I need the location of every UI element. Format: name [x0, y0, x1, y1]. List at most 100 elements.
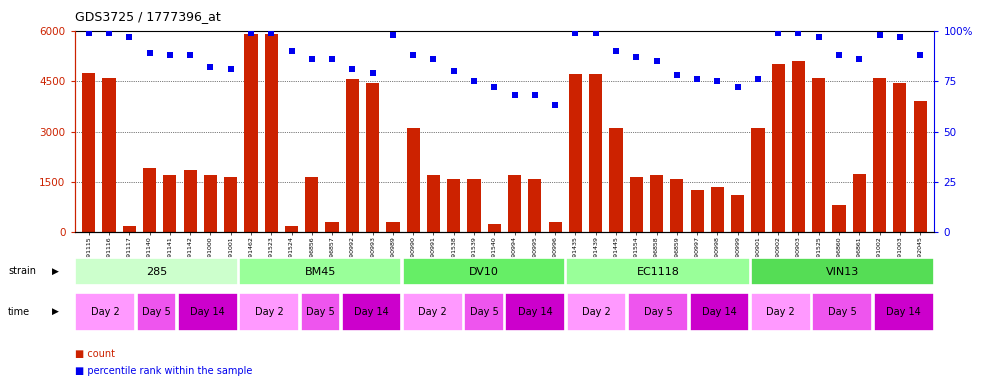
Point	[283, 48, 299, 54]
Bar	[731, 195, 745, 232]
Text: ■ count: ■ count	[75, 349, 114, 359]
Point	[527, 92, 543, 98]
Text: Day 14: Day 14	[887, 307, 921, 317]
Point	[548, 102, 564, 108]
Point	[324, 56, 340, 62]
Bar	[224, 177, 238, 232]
Point	[669, 72, 685, 78]
Point	[365, 70, 381, 76]
Point	[243, 30, 258, 36]
Bar	[750, 293, 811, 331]
Bar	[894, 83, 907, 232]
Bar	[346, 79, 359, 232]
Text: DV10: DV10	[469, 266, 499, 277]
Text: 285: 285	[146, 266, 167, 277]
Bar	[163, 175, 177, 232]
Text: Day 2: Day 2	[418, 307, 447, 317]
Bar	[569, 74, 582, 232]
Bar	[240, 293, 299, 331]
Point	[811, 34, 827, 40]
Bar	[407, 128, 419, 232]
Text: Day 14: Day 14	[354, 307, 389, 317]
Bar	[874, 293, 933, 331]
Point	[710, 78, 726, 84]
Bar	[204, 175, 217, 232]
Point	[406, 52, 421, 58]
Bar	[505, 293, 565, 331]
Bar	[83, 73, 95, 232]
Bar	[567, 293, 626, 331]
Text: EC1118: EC1118	[636, 266, 680, 277]
Point	[263, 30, 279, 36]
Text: Day 2: Day 2	[582, 307, 611, 317]
Bar	[832, 205, 846, 232]
Point	[770, 30, 786, 36]
Text: Day 5: Day 5	[644, 307, 672, 317]
Bar	[589, 74, 602, 232]
Bar	[812, 293, 872, 331]
Point	[182, 52, 198, 58]
Point	[203, 64, 219, 70]
Point	[912, 52, 928, 58]
Text: Day 5: Day 5	[828, 307, 857, 317]
Point	[81, 30, 96, 36]
Point	[892, 34, 908, 40]
Point	[507, 92, 523, 98]
Point	[852, 56, 868, 62]
Point	[628, 54, 644, 60]
Text: GDS3725 / 1777396_at: GDS3725 / 1777396_at	[75, 10, 221, 23]
Text: Day 14: Day 14	[190, 307, 225, 317]
Point	[425, 56, 441, 62]
Bar	[528, 179, 542, 232]
Bar	[300, 293, 340, 331]
Bar	[76, 258, 238, 285]
Point	[750, 76, 766, 82]
Bar	[264, 34, 278, 232]
Bar	[691, 190, 704, 232]
Bar	[508, 175, 521, 232]
Text: VIN13: VIN13	[826, 266, 859, 277]
Bar	[567, 258, 749, 285]
Text: Day 5: Day 5	[142, 307, 171, 317]
Point	[872, 31, 888, 38]
Point	[101, 30, 117, 36]
Bar	[628, 293, 688, 331]
Point	[385, 31, 401, 38]
Point	[790, 30, 806, 36]
Bar	[285, 226, 298, 232]
Point	[121, 34, 137, 40]
Point	[649, 58, 665, 64]
Text: Day 5: Day 5	[306, 307, 335, 317]
Bar	[245, 34, 257, 232]
Bar	[467, 179, 481, 232]
Point	[689, 76, 705, 82]
Text: ▶: ▶	[52, 267, 59, 276]
Bar	[853, 174, 866, 232]
Bar	[792, 61, 805, 232]
Bar	[426, 175, 440, 232]
Bar	[403, 293, 462, 331]
Bar	[711, 187, 724, 232]
Bar	[447, 179, 460, 232]
Bar	[342, 293, 402, 331]
Text: Day 2: Day 2	[254, 307, 283, 317]
Bar	[751, 128, 764, 232]
Point	[831, 52, 847, 58]
Bar	[650, 175, 663, 232]
Text: time: time	[8, 307, 30, 317]
Bar	[609, 128, 622, 232]
Point	[587, 30, 603, 36]
Bar	[178, 293, 238, 331]
Bar	[387, 222, 400, 232]
Bar	[670, 179, 684, 232]
Bar	[873, 78, 887, 232]
Point	[486, 84, 502, 90]
Bar	[488, 224, 501, 232]
Point	[344, 66, 360, 72]
Point	[730, 84, 746, 90]
Bar	[464, 293, 504, 331]
Bar	[366, 83, 380, 232]
Bar	[812, 78, 825, 232]
Point	[466, 78, 482, 84]
Bar	[771, 64, 785, 232]
